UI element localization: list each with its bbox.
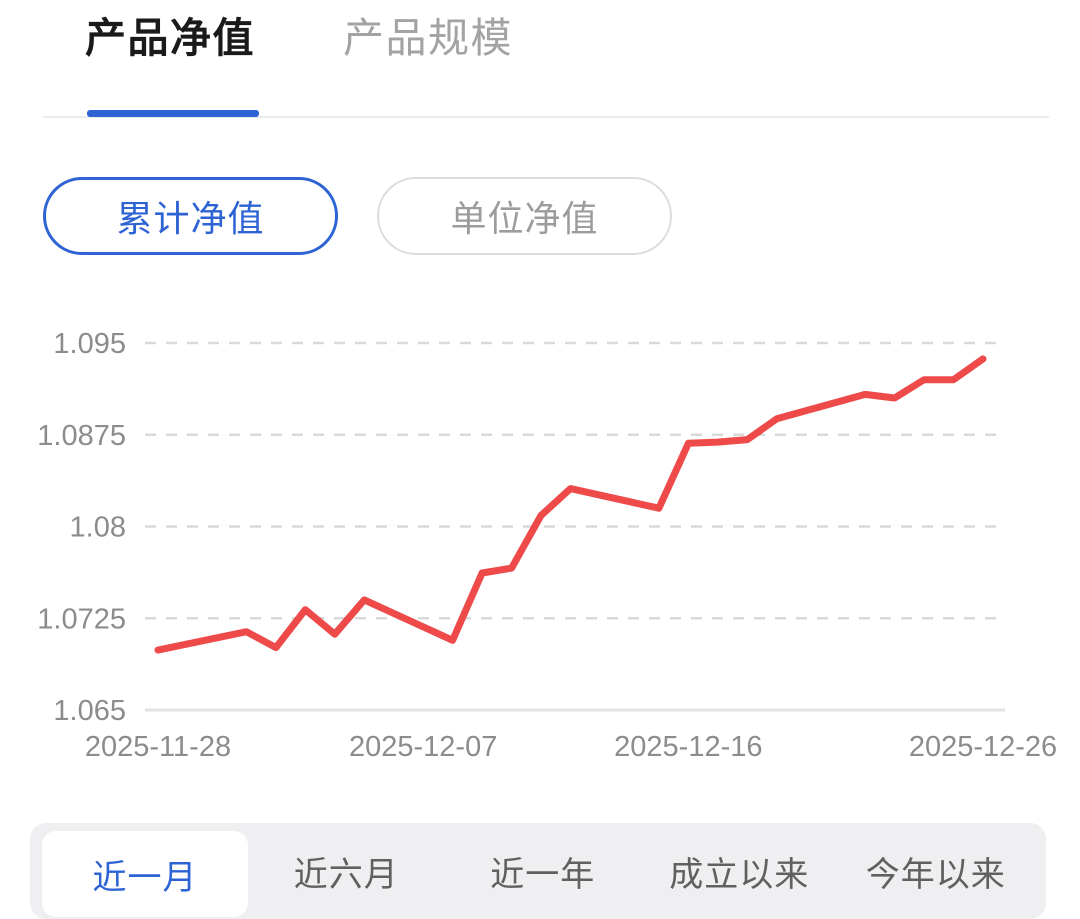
tab-product-nav-label: 产品净值 — [85, 15, 255, 61]
svg-text:1.065: 1.065 — [53, 695, 126, 727]
active-tab-underline — [87, 110, 259, 117]
unit-nav-button[interactable]: 单位净值 — [377, 177, 672, 255]
svg-text:2025-12-07: 2025-12-07 — [349, 731, 497, 763]
svg-text:1.095: 1.095 — [53, 328, 126, 360]
tab-product-scale-label: 产品规模 — [343, 15, 513, 61]
cumulative-nav-button[interactable]: 累计净值 — [43, 177, 338, 255]
range-tab-6months[interactable]: 近六月 — [293, 855, 399, 894]
tab-bar-divider — [43, 116, 1049, 118]
svg-text:1.08: 1.08 — [70, 512, 126, 544]
svg-text:2025-12-16: 2025-12-16 — [614, 731, 762, 763]
top-tab-bar: 产品净值 产品规模 — [85, 15, 513, 61]
range-tab-since-inception[interactable]: 成立以来 — [669, 855, 810, 894]
tab-product-nav[interactable]: 产品净值 — [85, 15, 255, 61]
nav-type-toggle: 累计净值 单位净值 — [43, 177, 672, 255]
range-tab-1month[interactable]: 近一月 — [42, 831, 248, 917]
range-tab-1year[interactable]: 近一年 — [490, 855, 596, 894]
svg-text:1.0875: 1.0875 — [37, 420, 126, 452]
tab-product-scale[interactable]: 产品规模 — [343, 15, 513, 61]
range-tab-bar: 近一月 近六月 近一年 成立以来 今年以来 — [30, 823, 1046, 919]
svg-text:2025-11-28: 2025-11-28 — [85, 731, 231, 763]
range-tab-ytd[interactable]: 今年以来 — [865, 855, 1006, 894]
svg-text:1.0725: 1.0725 — [37, 603, 126, 635]
svg-text:2025-12-26: 2025-12-26 — [909, 731, 1057, 763]
